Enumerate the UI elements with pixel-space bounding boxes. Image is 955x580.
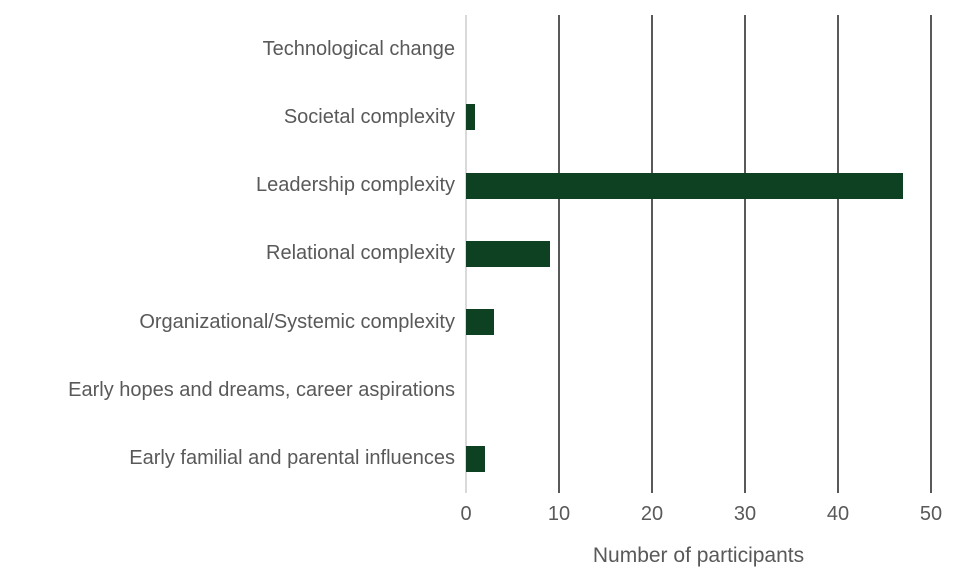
category-label: Leadership complexity: [256, 174, 455, 197]
plot-area: [465, 15, 932, 493]
bar-5: [466, 309, 494, 336]
x-tick-label: 50: [919, 503, 943, 525]
category-axis-labels: Technological change Societal complexity L…: [0, 15, 455, 493]
x-tick-label: 30: [733, 503, 757, 525]
x-tick-label: 20: [640, 503, 664, 525]
category-label: Early hopes and dreams, career aspiratio…: [68, 379, 455, 402]
gridline-x-20: [651, 15, 653, 493]
bar-3: [466, 172, 904, 199]
category-label: Relational complexity: [266, 242, 455, 265]
gridline-x-40: [837, 15, 839, 493]
x-tick-label: 40: [826, 503, 850, 525]
gridline-x-10: [558, 15, 560, 493]
bar-4: [466, 241, 550, 267]
category-label: Societal complexity: [283, 105, 455, 128]
category-label: Early familial and parental influences: [129, 447, 455, 470]
bar-2: [466, 104, 476, 131]
category-label: Organizational/Systemic complexity: [139, 310, 455, 333]
x-axis-title: Number of participants: [592, 544, 805, 567]
x-axis-tick-labels: 0 10 20 30 40 50: [460, 503, 942, 533]
gridline-x-50: [930, 15, 932, 493]
category-label: Technological change: [262, 37, 455, 60]
gridline-x-30: [744, 15, 746, 493]
x-tick-label: 10: [547, 503, 571, 525]
x-tick-label: 0: [460, 503, 472, 525]
bar-7: [466, 445, 485, 472]
